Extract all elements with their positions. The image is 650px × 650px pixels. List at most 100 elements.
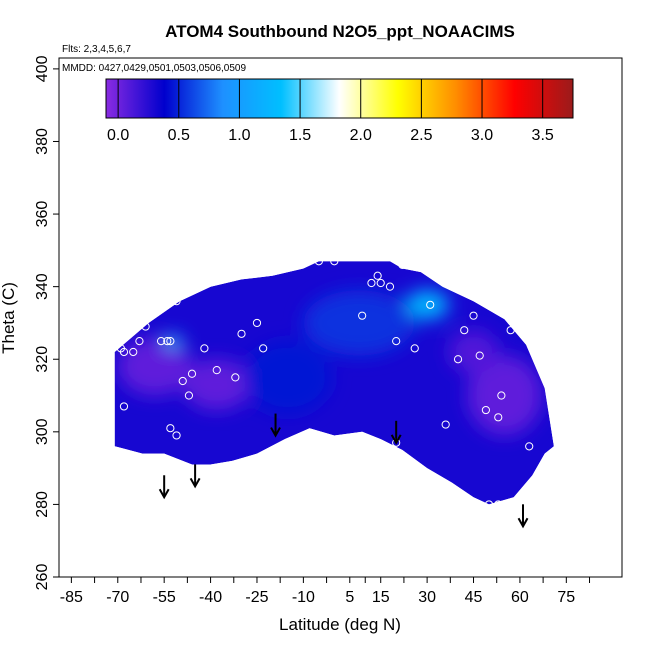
observation-point <box>156 336 166 346</box>
colorbar-tick-label: 3.5 <box>532 127 554 144</box>
observation-points <box>107 257 534 509</box>
observation-point <box>163 336 172 346</box>
observation-point <box>358 311 367 320</box>
observation-point <box>469 311 478 320</box>
field-blob <box>448 330 499 374</box>
observation-point <box>166 336 175 346</box>
colorbar-tick-label: 3.0 <box>471 127 493 144</box>
colorbar-tick-label: 1.5 <box>289 127 311 144</box>
x-tick-label: 30 <box>418 589 436 606</box>
x-tick-label: -10 <box>292 589 315 606</box>
observation-point <box>166 424 175 433</box>
y-tick-label: 340 <box>34 273 51 300</box>
colorbar-tick-label: 0.0 <box>107 127 129 144</box>
x-tick-label: -25 <box>245 589 268 606</box>
observation-point <box>441 420 450 429</box>
observation-point <box>212 366 221 375</box>
observation-point <box>497 391 506 400</box>
plot-frame <box>58 57 623 578</box>
observation-point <box>259 344 268 353</box>
field-blob <box>405 290 449 320</box>
observation-point <box>172 431 181 440</box>
down-arrow <box>517 504 529 529</box>
colorbar: 0.0 0.5 1.0 1.5 2.0 2.5 3.0 3.5 <box>105 78 574 144</box>
x-tick-label: 15 <box>372 589 390 606</box>
field-blob <box>182 359 251 411</box>
observation-point <box>373 271 382 280</box>
data-field <box>114 261 554 505</box>
field-blob <box>117 337 193 396</box>
observation-point <box>460 326 469 335</box>
observation-point <box>237 329 246 338</box>
observation-point <box>314 257 323 266</box>
x-tick-label: 45 <box>465 589 483 606</box>
x-axis: -85 -70 -55 -40 -25 -10 5 15 30 45 60 75 <box>60 577 591 606</box>
observation-point <box>494 500 503 509</box>
y-tick-label: 280 <box>34 491 51 518</box>
x-tick-label: 5 <box>345 589 354 606</box>
observation-point <box>410 344 419 353</box>
x-axis-label: Latitude (deg N) <box>279 615 401 634</box>
observation-point <box>392 336 401 346</box>
observation-point <box>172 297 181 306</box>
observation-point <box>187 369 197 378</box>
flights-label: Flts: 2,3,4,5,6,7 <box>62 44 131 55</box>
observation-point <box>453 355 463 364</box>
down-arrow <box>270 413 281 438</box>
observation-point <box>119 402 129 411</box>
x-tick-label: -40 <box>199 589 222 606</box>
colorbar-tick-label: 2.5 <box>410 127 432 144</box>
colorbar-tick-label: 1.0 <box>228 127 250 144</box>
field-base <box>114 261 554 505</box>
observation-point <box>252 318 262 328</box>
down-arrow <box>158 475 170 500</box>
x-tick-label: -55 <box>153 589 176 606</box>
x-tick-label: -70 <box>106 589 129 606</box>
x-tick-label: 75 <box>557 589 575 606</box>
field-blob <box>244 341 332 414</box>
observation-point <box>184 391 194 400</box>
chart-title: ATOM4 Southbound N2O5_ppt_NOAACIMS <box>165 22 515 41</box>
x-tick-label: 60 <box>511 589 529 606</box>
dates-label: MMDD: 0427,0429,0501,0503,0506,0509 <box>62 63 246 74</box>
colorbar-gradient <box>105 78 574 119</box>
arrows <box>158 413 529 529</box>
observation-point <box>494 413 503 422</box>
field-blob <box>303 290 415 356</box>
y-tick-label: 300 <box>34 418 51 445</box>
observation-point <box>119 329 129 338</box>
observation-point <box>141 322 150 331</box>
y-tick-label: 380 <box>34 128 51 155</box>
field-blob <box>467 355 542 436</box>
observation-point <box>107 445 116 455</box>
observation-point <box>178 376 187 386</box>
y-tick-label: 320 <box>34 346 51 373</box>
observation-point <box>119 347 129 357</box>
observation-point <box>484 500 494 509</box>
down-arrow <box>390 420 402 445</box>
y-tick-label: 400 <box>34 55 51 82</box>
observation-point <box>481 405 490 415</box>
observation-point <box>525 442 534 451</box>
observation-point <box>330 257 339 266</box>
y-axis: 260 280 300 320 340 360 380 400 <box>34 55 59 590</box>
y-tick-label: 260 <box>34 564 51 591</box>
observation-point <box>475 351 484 360</box>
colorbar-tick-label: 2.0 <box>350 127 372 144</box>
observation-point <box>398 260 407 269</box>
x-tick-label: -85 <box>60 589 83 606</box>
observation-point <box>506 326 515 335</box>
observation-point <box>376 278 385 288</box>
y-axis-label: Theta (C) <box>0 282 18 354</box>
colorbar-tick-label: 0.5 <box>168 127 190 144</box>
down-arrow <box>189 464 201 489</box>
field-blob <box>164 335 183 347</box>
observation-point <box>367 278 376 288</box>
y-tick-label: 360 <box>34 201 51 228</box>
observation-point <box>385 282 395 291</box>
colorbar-ticks: 0.0 0.5 1.0 1.5 2.0 2.5 3.0 3.5 <box>107 79 554 144</box>
observation-point <box>426 300 435 309</box>
observation-point <box>135 336 144 346</box>
observation-point <box>200 344 209 353</box>
